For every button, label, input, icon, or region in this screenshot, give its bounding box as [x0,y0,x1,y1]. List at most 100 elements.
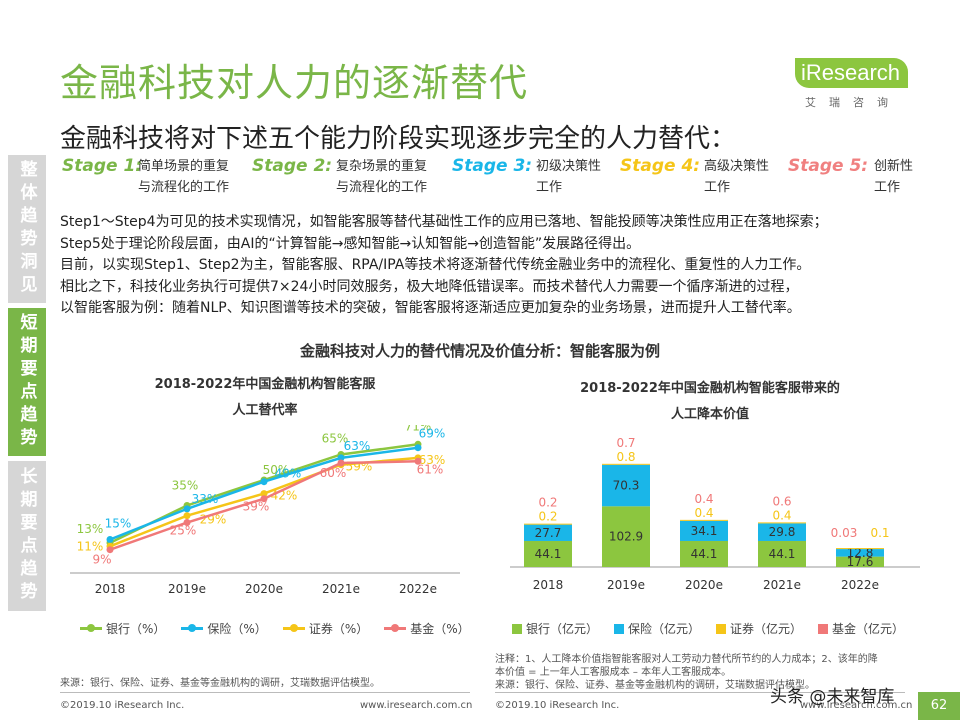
legend-swatch [512,623,522,634]
watermark: 头条 @未来智库 [770,687,895,707]
line-chart: 2018 2019e 2020e 2021e 2022e 13% 35% 50% 65% 71% 1… [70,425,460,596]
sidebar-tab-label: 短期要点趋势 [16,313,37,451]
bar-segment-insurance [524,524,572,541]
bar-segment-securities [758,522,806,524]
data-point [260,495,268,503]
footer-divider [495,692,905,693]
legend-item: 保险（%） [181,620,267,637]
bar-chart-legend: 银行（亿元） 保险（亿元） 证券（亿元） 基金（亿元） [512,620,904,637]
stage-description: 复杂场景的重复 与流程化的工作 [336,159,428,195]
logo-subtext: 艾瑞咨询 [805,96,901,109]
sidebar-tab-label: 整体趋势洞见 [16,160,37,298]
legend-label: 证券（亿元） [730,622,803,636]
bar-label: 44.1 [769,547,796,561]
x-tick-label: 2020e [245,582,283,596]
bar-label: 0.7 [616,436,635,450]
bar-segment-insurance [836,549,884,557]
legend-swatch [181,624,204,632]
bar-label: 44.1 [535,547,562,561]
data-label: 60% [320,466,347,480]
iresearch-logo: iResearch 艾瑞咨询 [795,58,920,110]
website-left[interactable]: www.iresearch.com.cn [360,700,473,711]
bar-segment-bank [680,540,728,567]
bar-label: 29.8 [769,525,796,539]
x-tick-label: 2021e [322,582,360,596]
data-point [337,454,345,462]
stage-description: 初级决策性 工作 [536,159,602,195]
legend-item: 基金（%） [384,620,470,637]
x-tick-label: 2022e [399,582,437,596]
body-line: 以智能客服为例：随着NLP、知识图谱等技术的突破，智能客服将逐渐适应更加复杂的业… [60,300,801,316]
stage-3: Stage 3: 初级决策性 工作 [452,156,601,195]
data-point [183,519,191,526]
bar-label: 12.8 [847,546,874,560]
bar-segment-bank [836,556,884,567]
stage-description: 高级决策性 工作 [704,159,770,195]
data-label: 63% [419,453,446,467]
bar-segment-securities [524,523,572,525]
x-tick-label: 2019e [607,578,645,592]
right-note-line: 注释：1、人工降本价值指智能客服对人工劳动力替代所节约的人力成本；2、该年的降 [495,654,878,665]
stage-label: Stage 2: [252,156,333,176]
copyright-left: ©2019.10 iResearch Inc. [60,700,185,711]
data-label: 25% [170,524,197,538]
legend-item: 保险（亿元） [614,620,700,637]
data-point [337,459,345,467]
legend-item: 证券（亿元） [716,620,802,637]
stage-2: Stage 2: 复杂场景的重复 与流程化的工作 [252,156,427,195]
data-label: 65% [322,432,349,446]
bar-label: 34.1 [691,524,718,538]
line-chart-legend: 银行（%） 保险（%） 证券（%） 基金（%） [80,620,470,637]
stage-description: 简单场景的重复 与流程化的工作 [138,159,230,195]
legend-dot [87,624,95,632]
x-tick-label: 2019e [168,582,206,596]
data-label: 71% [405,425,432,433]
sidebar-tab-overall[interactable]: 整体趋势洞见 [8,155,46,303]
left-source-note: 来源：银行、保险、证券、基金等金融机构的调研，艾瑞数据评估模型。 [60,678,380,689]
page-subtitle: 金融科技将对下述五个能力阶段实现逐步完全的人力替代： [60,124,737,154]
bar-label: 0.4 [772,508,791,522]
legend-label: 基金（亿元） [832,622,905,636]
data-label: 33% [192,492,219,506]
legend-label: 保险（%） [207,622,267,636]
legend-item: 银行（%） [80,620,165,637]
right-note-line: 本价值 = 上一年人工客服成本 – 本年人工客服成本。 [495,667,732,678]
legend-label: 保险（亿元） [628,622,701,636]
bar-label: 0.1 [870,526,889,540]
stage-4: Stage 4: 高级决策性 工作 [620,156,769,195]
data-label: 11% [77,539,104,553]
data-label: 13% [77,522,104,536]
data-point [106,536,114,543]
sidebar-tab-short-term[interactable]: 短期要点趋势 [8,308,46,456]
website-right[interactable]: www.iresearch.com.cn [800,700,913,711]
legend-swatch [384,624,407,632]
bar-chart: 2018 44.1 27.7 0.20.2 2019e 102.9 70.3 0.80.7 20… [510,436,920,592]
data-point [106,546,114,554]
bar-chart-title: 2018-2022年中国金融机构智能客服带来的 人工降本价值 [580,381,840,422]
stage-description: 创新性 工作 [874,159,914,195]
data-point [414,457,422,465]
bar-segment-insurance [680,520,728,541]
line-chart-title: 2018-2022年中国金融机构智能客服 人工替代率 [154,377,376,418]
bar-label: 44.1 [691,547,718,561]
bar-segment-insurance [758,523,806,541]
bar-label: 0.4 [694,506,713,520]
sidebar-tab-long-term[interactable]: 长期要点趋势 [8,461,46,611]
footer-divider [60,692,470,693]
data-label: 9% [92,553,111,567]
stage-label: Stage 5: [788,156,869,176]
data-point [260,478,268,486]
legend-item: 证券（%） [282,620,368,637]
bar-segment-bank [524,540,572,567]
body-text: Step1～Step4为可见的技术实现情况，如智能客服等替代基础性工作的应用已落… [60,212,930,320]
legend-label: 银行（亿元） [526,622,599,636]
data-point [183,512,191,520]
bar-segment-bank [758,540,806,567]
body-line: 目前，以实现Step1、Step2为主，智能客服、RPA/IPA等技术将逐渐替代… [60,257,811,273]
data-label: 15% [105,517,132,531]
legend-swatch [80,624,102,632]
bar-segment-securities [602,463,650,465]
body-line: Step5处于理论阶段层面，由AI的“计算智能→感知智能→认知智能→创造智能”发… [60,235,641,252]
bar-label: 0.2 [538,510,557,524]
page-title: 金融科技对人力的逐渐替代 [60,61,529,105]
